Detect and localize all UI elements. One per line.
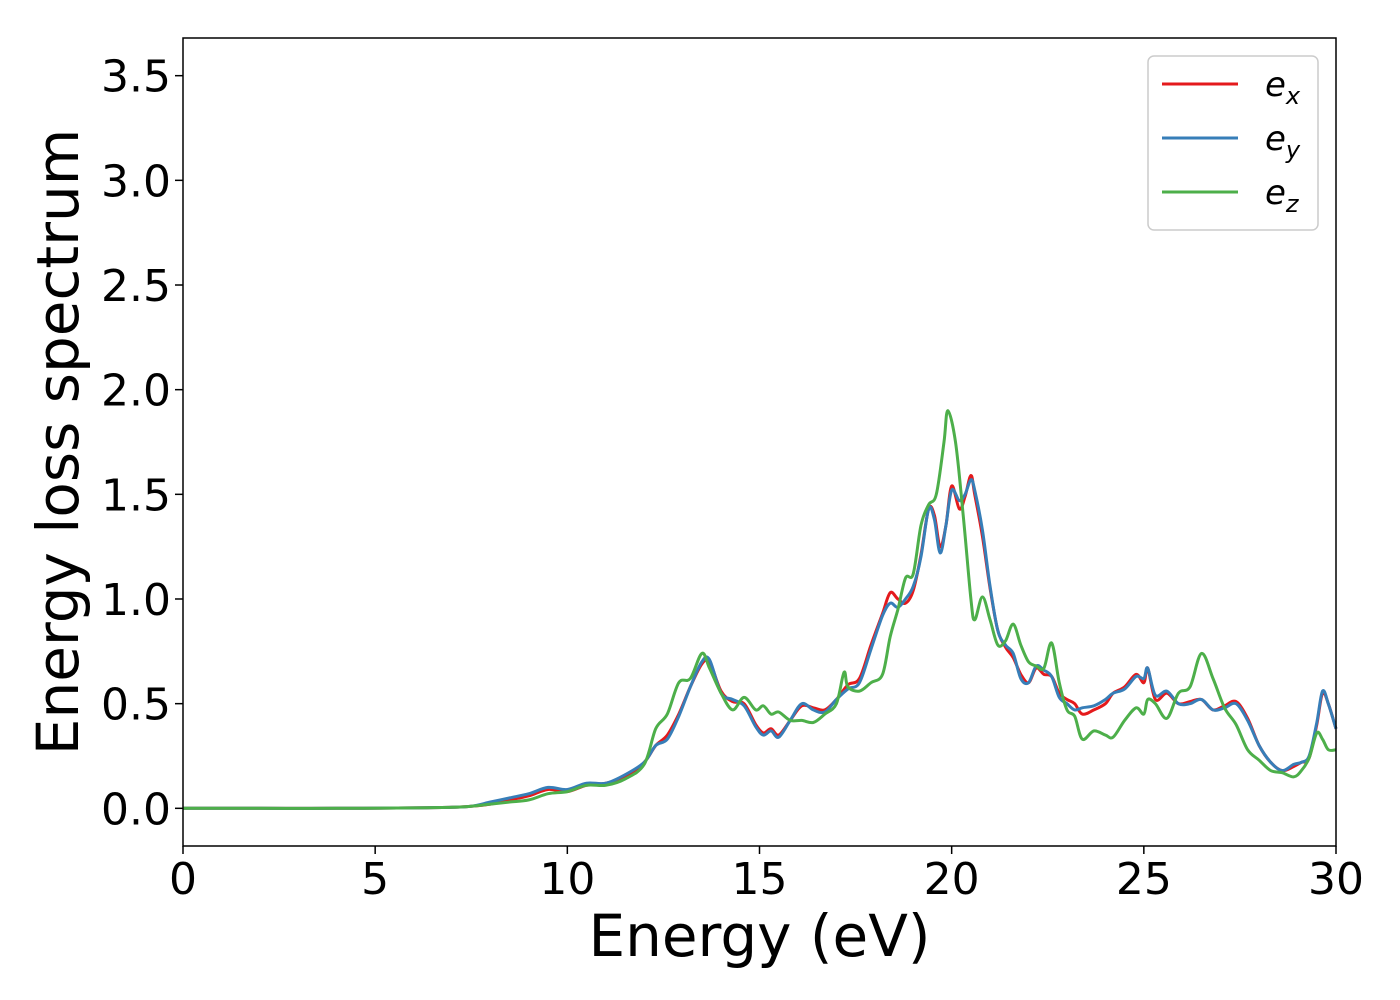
legend-label-ey: ey: [1265, 119, 1301, 164]
x-axis-label: Energy (eV): [588, 902, 930, 970]
x-tick-label: 5: [361, 854, 389, 905]
y-tick-label: 1.0: [101, 575, 171, 626]
series-line-ey: [183, 478, 1338, 810]
x-tick-label: 10: [539, 854, 595, 905]
legend-label-ez: ez: [1265, 173, 1300, 218]
y-axis-ticks: 0.0 0.5 1.0 1.5 2.0 2.5 3.0 3.5: [101, 52, 183, 835]
y-tick-label: 2.5: [101, 261, 171, 312]
legend-frame: [1147, 55, 1319, 231]
y-tick-label: 3.5: [101, 52, 171, 103]
y-tick-label: 1.5: [101, 470, 171, 521]
x-tick-label: 25: [1116, 854, 1172, 905]
series-line-ez: [183, 409, 1337, 810]
y-axis-label: Energy loss spectrum: [24, 129, 92, 755]
x-axis-ticks: 0 5 10 15 20 25 30: [169, 846, 1364, 905]
x-tick-label: 30: [1308, 854, 1364, 905]
y-tick-label: 0.0: [101, 784, 171, 835]
legend: ex ey ez: [1147, 55, 1319, 231]
x-tick-label: 0: [169, 854, 197, 905]
series-line-ex: [183, 473, 1338, 810]
x-tick-label: 20: [924, 854, 980, 905]
y-tick-label: 3.0: [101, 156, 171, 207]
x-tick-label: 15: [732, 854, 788, 905]
y-tick-label: 2.0: [101, 366, 171, 417]
series-layer: [183, 409, 1338, 810]
y-tick-label: 0.5: [101, 680, 171, 731]
legend-label-ex: ex: [1265, 65, 1301, 110]
